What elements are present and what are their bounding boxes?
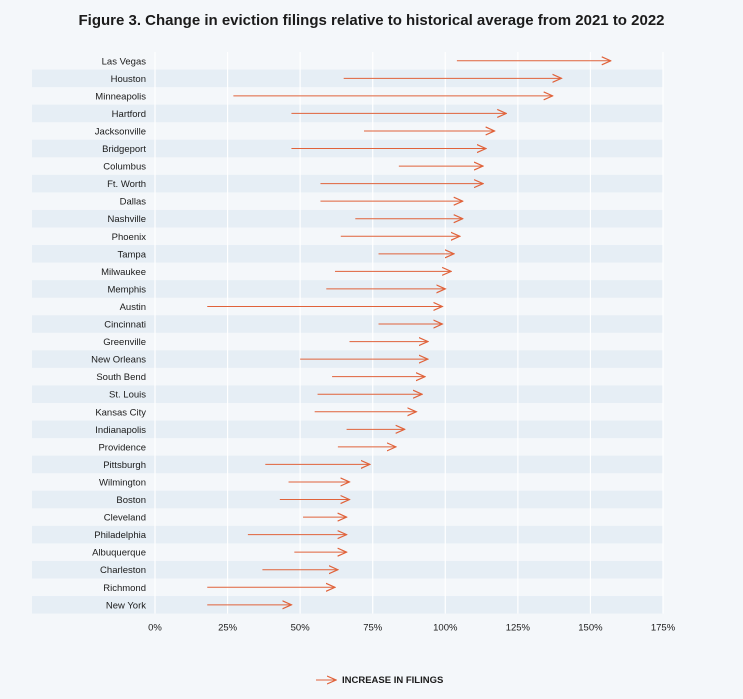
x-axis-ticks: 0% 25% 50% 75% 100% 125% 150% 175% bbox=[148, 623, 676, 634]
row-band bbox=[32, 315, 663, 333]
gridlines bbox=[154, 52, 664, 614]
x-tick-label: 125% bbox=[506, 623, 531, 634]
row-band bbox=[32, 209, 663, 228]
category-label: Milwaukee bbox=[101, 267, 146, 278]
x-tick-label: 150% bbox=[578, 623, 603, 634]
x-tick-label: 50% bbox=[291, 623, 311, 634]
category-label: Pittsburgh bbox=[103, 460, 146, 471]
category-label: Ft. Worth bbox=[107, 179, 146, 190]
category-label: Phoenix bbox=[112, 232, 147, 243]
category-label: Nashville bbox=[107, 214, 146, 225]
legend-label: INCREASE IN FILINGS bbox=[342, 675, 443, 686]
category-label: Dallas bbox=[120, 197, 147, 208]
category-label: Houston bbox=[111, 74, 146, 85]
row-band bbox=[32, 245, 663, 263]
category-label: Kansas City bbox=[95, 407, 146, 418]
x-tick-label: 100% bbox=[433, 623, 458, 634]
category-label: Greenville bbox=[103, 337, 146, 348]
category-label: Minneapolis bbox=[95, 91, 146, 102]
legend: INCREASE IN FILINGS bbox=[316, 675, 443, 686]
category-label: New Orleans bbox=[91, 355, 146, 366]
category-label: Tampa bbox=[117, 249, 146, 260]
x-tick-label: 175% bbox=[651, 623, 676, 634]
category-labels: Las Vegas Houston Minneapolis Hartford Jacks… bbox=[91, 56, 147, 611]
x-tick-label: 25% bbox=[218, 623, 238, 634]
category-label: Austin bbox=[120, 302, 146, 313]
category-label: New York bbox=[106, 600, 146, 611]
category-label: Cleveland bbox=[104, 513, 146, 524]
category-label: Wilmington bbox=[99, 477, 146, 488]
category-label: Providence bbox=[98, 442, 146, 453]
category-label: Cincinnati bbox=[104, 320, 146, 331]
chart-title: Figure 3. Change in eviction filings rel… bbox=[78, 12, 665, 29]
row-band bbox=[32, 560, 663, 579]
category-label: Columbus bbox=[103, 162, 146, 173]
category-label: South Bend bbox=[96, 372, 146, 383]
row-band bbox=[32, 596, 663, 614]
category-label: Indianapolis bbox=[95, 425, 146, 436]
x-tick-label: 75% bbox=[363, 623, 383, 634]
category-label: St. Louis bbox=[109, 390, 146, 401]
category-label: Memphis bbox=[107, 284, 146, 295]
arrow-marks bbox=[207, 61, 610, 605]
category-label: Albuquerque bbox=[92, 548, 146, 559]
category-label: Jacksonville bbox=[95, 126, 146, 137]
category-label: Philadelphia bbox=[94, 530, 146, 541]
category-label: Las Vegas bbox=[102, 56, 147, 67]
category-label: Bridgeport bbox=[102, 144, 146, 155]
category-label: Richmond bbox=[103, 583, 146, 594]
category-label: Charleston bbox=[100, 565, 146, 576]
category-label: Hartford bbox=[112, 109, 146, 120]
category-label: Boston bbox=[116, 495, 146, 506]
x-tick-label: 0% bbox=[148, 623, 162, 634]
